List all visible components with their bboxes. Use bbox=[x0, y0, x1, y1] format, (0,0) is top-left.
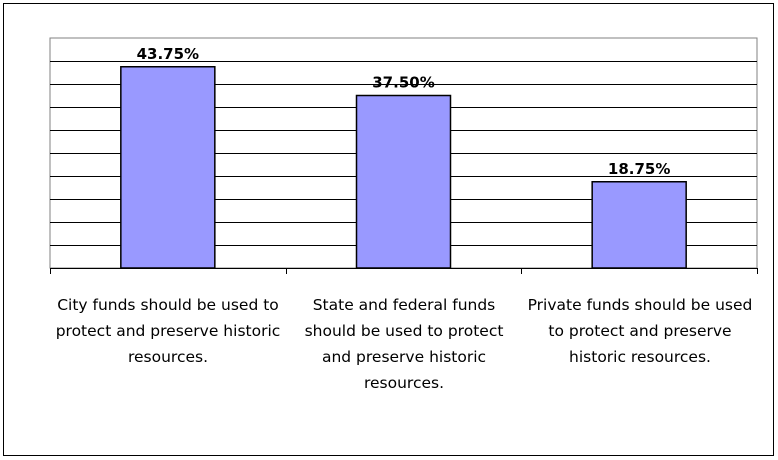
bar bbox=[355, 94, 452, 269]
bar bbox=[120, 66, 216, 269]
category-label-private: Private funds should be used to protect … bbox=[527, 296, 753, 366]
category-label-city: City funds should be used to protect and… bbox=[55, 296, 281, 366]
data-label: 37.50% bbox=[372, 74, 434, 92]
bar bbox=[591, 181, 687, 269]
data-label: 43.75% bbox=[137, 45, 199, 63]
category-label-state-federal: State and federal funds should be used t… bbox=[304, 296, 504, 392]
data-label: 18.75% bbox=[608, 160, 670, 178]
